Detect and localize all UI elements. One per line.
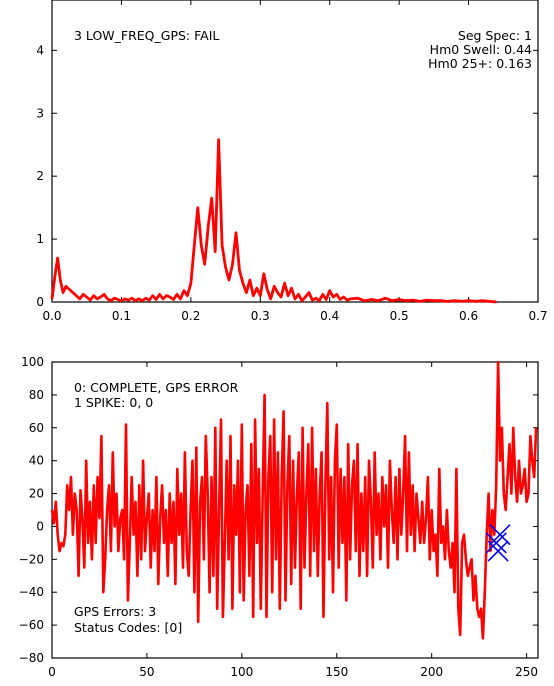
timeseries-ytick-label: 0 [36,519,44,533]
timeseries-xtick-label: 200 [420,665,443,679]
timeseries-xtick-label: 0 [48,665,56,679]
spectrum-ytick-label: 4 [36,43,44,57]
timeseries-xtick-label: 250 [515,665,538,679]
spectrum-xtick-label: 0.1 [112,309,131,323]
spectrum-xtick-label: 0.3 [251,309,270,323]
spectrum-annotation-seg-spec: Seg Spec: 1 [458,28,532,43]
timeseries-ytick-label: 80 [29,388,44,402]
timeseries-ytick-label: −80 [19,651,44,665]
spectrum-annotation-left: 3 LOW_FREQ_GPS: FAIL [74,28,219,43]
timeseries-panel: 0 50 100 150 200 250−80−60−40−20020406080100 … [19,355,539,679]
spectrum-xtick-label: 0.6 [459,309,478,323]
spike-marker [485,532,507,554]
timeseries-annotation-gps-errors: GPS Errors: 3 [74,604,156,619]
spike-markers [485,524,511,562]
spectrum-ytick-label: 3 [36,106,44,120]
spectrum-annotation-hm0-swell: Hm0 Swell: 0.44 [430,42,532,57]
timeseries-ytick-label: 60 [29,421,44,435]
timeseries-ticks: 0 50 100 150 200 250 −80 −60 −40 −20 0 20 40 60 80 100 [19,355,538,679]
timeseries-ytick-label: 20 [29,487,44,501]
timeseries-ytick-label: −60 [19,618,44,632]
timeseries-ytick-label: −20 [19,552,44,566]
timeseries-line [50,360,538,640]
timeseries-annotation-status: 0: COMPLETE, GPS ERROR [74,380,239,395]
timeseries-annotation-status-codes: Status Codes: [0] [74,620,182,635]
spike-marker [489,524,511,546]
timeseries-xtick-label: 50 [139,665,154,679]
spectrum-ytick-label: 1 [36,232,44,246]
spectrum-line [50,138,497,304]
timeseries-ytick-label: 100 [21,355,44,369]
timeseries-xtick-label: 150 [325,665,348,679]
timeseries-annotation-spike: 1 SPIKE: 0, 0 [74,395,153,410]
spectrum-xtick-label: 0.7 [528,309,547,323]
spectrum-axes-frame [51,0,539,303]
spike-marker [487,540,509,562]
spectrum-panel: 0.0 0.1 0.2 0.3 0.4 0.5 0.6 0.7 0 1 2 3 4 3 LOW_FREQ… [36,0,548,323]
timeseries-xtick-label: 100 [230,665,253,679]
spectrum-xtick-label: 0.5 [390,309,409,323]
spectrum-ytick-label: 2 [36,169,44,183]
spectrum-xtick-label: 0.0 [42,309,61,323]
spectrum-xtick-label: 0.2 [181,309,200,323]
spectrum-xtick-label: 0.4 [320,309,339,323]
timeseries-ytick-label: −40 [19,585,44,599]
spectrum-annotation-hm0-25: Hm0 25+: 0.163 [428,56,532,71]
timeseries-ytick-label: 40 [29,454,44,468]
spectrum-ytick-label: 0 [36,295,44,309]
